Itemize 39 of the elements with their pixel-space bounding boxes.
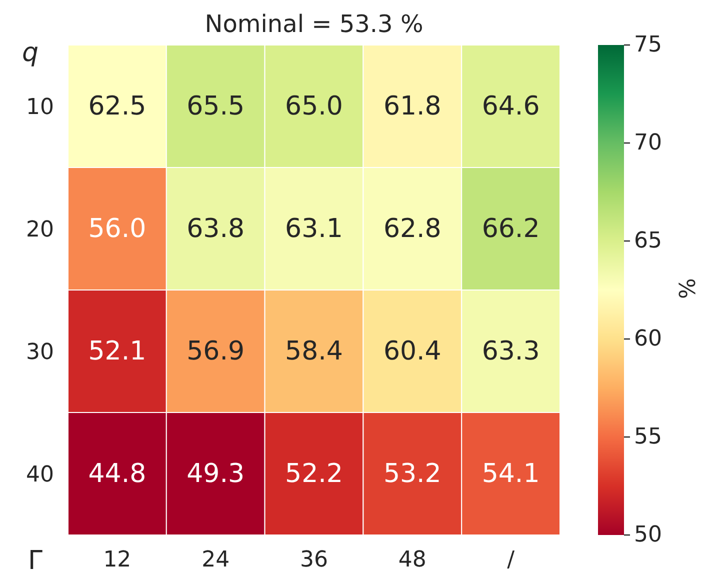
data-label: 63.1 (285, 214, 343, 244)
color-bar-label: 75 (634, 32, 662, 58)
data-label: 44.8 (88, 458, 146, 489)
data-label: 63.3 (482, 336, 540, 366)
data-label: 63.8 (186, 214, 245, 244)
data-label: 65.0 (285, 91, 343, 122)
x-tick-label: 48 (398, 548, 426, 573)
color-bar-label: 70 (634, 130, 662, 156)
data-label: 52.2 (285, 458, 343, 489)
data-label: 52.1 (88, 336, 146, 366)
data-label: 56.0 (88, 214, 146, 244)
data-label: 53.2 (383, 458, 442, 489)
y-tick-label: 20 (26, 218, 54, 243)
y-tick-label: 40 (26, 462, 54, 488)
y-axis-title: q (22, 38, 39, 68)
data-label: 60.4 (383, 336, 442, 366)
x-tick-label: 36 (300, 548, 328, 573)
color-bar-label: 65 (634, 228, 662, 254)
data-label: 61.8 (383, 91, 442, 122)
x-axis-title: Γ (28, 546, 42, 576)
data-label: 54.1 (482, 458, 540, 489)
color-bar-label: 50 (634, 522, 662, 548)
color-bar-title: % (676, 278, 701, 299)
chart-title: Nominal = 53.3 % (204, 10, 424, 38)
y-tick-label: 10 (26, 95, 54, 120)
data-label: 66.2 (482, 214, 540, 244)
x-tick-label: 24 (202, 548, 230, 573)
x-tick-label: 12 (103, 548, 132, 573)
x-tick-label: / (507, 548, 516, 573)
color-bar-label: 60 (634, 326, 662, 352)
data-label: 65.5 (186, 91, 245, 122)
data-label: 49.3 (186, 458, 245, 489)
data-label: 56.9 (186, 336, 245, 366)
data-label: 62.8 (383, 214, 442, 244)
color-bar-label: 55 (634, 424, 662, 450)
data-label: 64.6 (482, 91, 540, 122)
data-label: 62.5 (88, 91, 146, 122)
y-tick-label: 30 (26, 340, 54, 366)
data-label: 58.4 (285, 336, 343, 366)
